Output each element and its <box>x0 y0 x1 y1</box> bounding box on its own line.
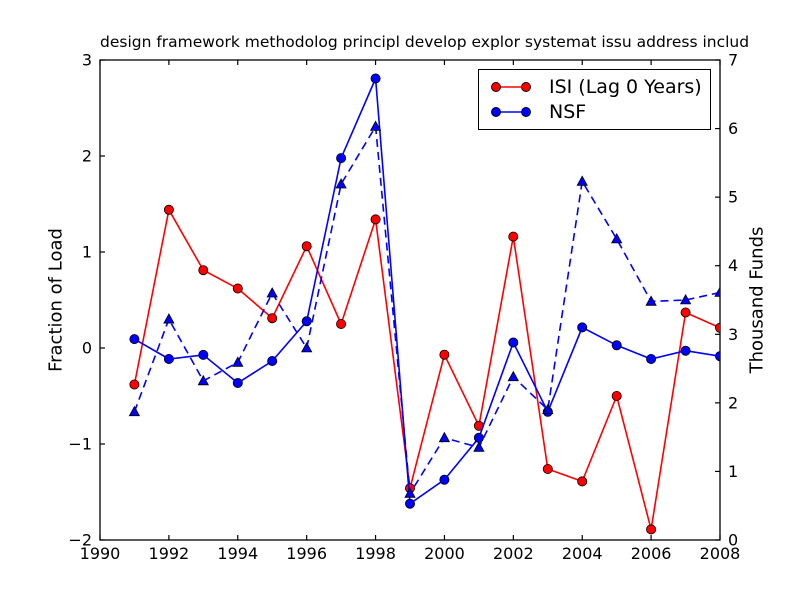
x-tick-label: 2002 <box>493 544 534 563</box>
y-tick-label-right: 6 <box>728 119 738 138</box>
data-point-circle-icon <box>508 337 519 348</box>
data-point-circle-icon <box>611 390 622 401</box>
y-tick-label-right: 5 <box>728 188 738 207</box>
data-point-triangle-icon <box>266 287 278 298</box>
data-point-circle-icon <box>646 524 657 535</box>
y-tick-label-left: −2 <box>68 531 92 550</box>
x-tick-label: 1994 <box>217 544 258 563</box>
data-point-circle-icon <box>715 322 720 333</box>
data-point-triangle-icon <box>301 341 313 353</box>
y-tick-label-right: 1 <box>728 462 738 481</box>
data-point-circle-icon <box>439 349 450 360</box>
x-tick-label: 2004 <box>562 544 603 563</box>
data-point-circle-icon <box>267 313 278 324</box>
legend-sample-line-icon <box>491 81 531 92</box>
data-point-circle-icon <box>542 463 553 474</box>
legend-entry-isi: ISI (Lag 0 Years) <box>487 76 702 98</box>
data-point-circle-icon <box>508 231 519 242</box>
y-tick-label-right: 2 <box>728 393 738 412</box>
data-point-triangle-icon <box>335 178 347 189</box>
x-tick-label: 1998 <box>355 544 396 563</box>
x-tick-label: 2000 <box>424 544 465 563</box>
data-point-circle-icon <box>301 316 312 327</box>
data-point-circle-icon <box>198 265 209 276</box>
data-point-circle-icon <box>163 204 174 215</box>
left-axis-label: Fraction of Load <box>45 228 67 372</box>
plot-frame <box>99 59 721 541</box>
data-point-circle-icon <box>129 379 140 390</box>
data-point-circle-icon <box>370 214 381 225</box>
data-point-triangle-icon <box>232 356 244 367</box>
data-point-circle-icon <box>232 377 243 388</box>
series-line <box>133 207 720 530</box>
data-point-circle-icon <box>577 476 588 487</box>
series-nsf-dashed <box>128 120 720 498</box>
data-point-triangle-icon <box>473 441 485 452</box>
x-tick-label: 1990 <box>80 544 121 563</box>
data-point-circle-icon <box>129 334 140 345</box>
data-point-triangle-icon <box>679 293 692 305</box>
y-tick-label-right: 4 <box>728 256 738 275</box>
y-tick-label-right: 0 <box>728 531 738 550</box>
data-point-triangle-icon <box>542 403 554 415</box>
data-point-circle-icon <box>611 340 622 351</box>
data-point-circle-icon <box>267 355 278 366</box>
data-point-circle-icon <box>301 241 312 252</box>
legend-entry-nsf: NSF <box>487 101 702 123</box>
data-point-triangle-icon <box>507 370 519 382</box>
y-tick-label-left: 2 <box>82 147 92 166</box>
data-point-circle-icon <box>336 318 347 329</box>
x-tick-label: 1996 <box>286 544 327 563</box>
x-tick-label: 2008 <box>700 544 741 563</box>
data-point-triangle-icon <box>645 295 657 306</box>
data-point-triangle-icon <box>128 405 141 417</box>
series-line <box>133 123 720 496</box>
legend-label: ISI (Lag 0 Years) <box>549 75 702 98</box>
series-nsf-solid <box>129 73 720 509</box>
y-tick-label-left: 1 <box>82 243 92 262</box>
data-point-triangle-icon <box>369 120 382 131</box>
series-line <box>134 78 720 506</box>
data-point-circle-icon <box>404 498 415 509</box>
data-point-circle-icon <box>473 432 484 443</box>
data-point-triangle-icon <box>576 175 588 186</box>
legend-sample-line-icon <box>491 107 531 118</box>
data-point-circle-icon <box>163 353 174 364</box>
chart-title: design framework methodolog principl dev… <box>100 33 750 51</box>
y-tick-label-right: 3 <box>728 325 738 344</box>
data-point-circle-icon <box>646 353 657 364</box>
data-point-circle-icon <box>198 349 209 360</box>
data-point-circle-icon <box>715 351 720 362</box>
data-point-triangle-icon <box>404 487 416 498</box>
data-point-triangle-icon <box>611 232 623 244</box>
y-tick-label-left: 0 <box>82 339 92 358</box>
y-tick-label-right: 7 <box>728 51 738 70</box>
data-point-triangle-icon <box>714 286 720 297</box>
data-point-circle-icon <box>577 322 588 333</box>
y-tick-label-left: 3 <box>82 51 92 70</box>
x-tick-label: 1992 <box>149 544 190 563</box>
data-point-triangle-icon <box>163 313 175 324</box>
right-axis-label: Thousand Funds <box>746 226 768 374</box>
data-point-circle-icon <box>232 283 243 294</box>
data-point-circle-icon <box>680 307 691 318</box>
series-isi <box>129 204 720 535</box>
legend-label: NSF <box>549 101 587 124</box>
x-tick-label: 2006 <box>631 544 672 563</box>
y-tick-label-left: −1 <box>68 435 92 454</box>
data-point-circle-icon <box>439 474 450 485</box>
data-point-triangle-icon <box>438 431 451 443</box>
legend: ISI (Lag 0 Years) NSF <box>478 69 711 130</box>
data-point-circle-icon <box>370 73 381 84</box>
data-point-triangle-icon <box>197 374 209 386</box>
data-point-circle-icon <box>336 153 347 164</box>
data-point-circle-icon <box>680 345 691 356</box>
